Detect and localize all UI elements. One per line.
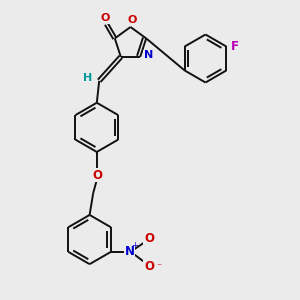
Text: O: O [144,232,154,245]
Text: O: O [92,169,102,182]
Text: F: F [231,40,239,53]
Text: ⁻: ⁻ [156,262,161,272]
Text: H: H [83,73,92,83]
Text: N: N [124,245,134,258]
Text: N: N [144,50,153,60]
Text: O: O [100,13,110,23]
Text: O: O [127,15,137,26]
Text: O: O [144,260,154,273]
Text: +: + [131,241,138,250]
